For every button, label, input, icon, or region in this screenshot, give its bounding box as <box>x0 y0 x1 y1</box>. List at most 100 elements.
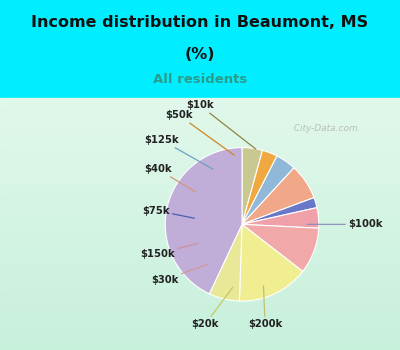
Bar <box>0 159 400 161</box>
Wedge shape <box>242 198 317 224</box>
Bar <box>0 226 400 229</box>
Bar <box>0 156 400 159</box>
Bar <box>0 194 400 196</box>
Bar <box>0 337 400 340</box>
Wedge shape <box>240 224 303 301</box>
Bar <box>0 229 400 232</box>
Wedge shape <box>242 156 294 224</box>
Bar <box>0 295 400 297</box>
Text: All residents: All residents <box>153 73 247 86</box>
Bar <box>0 133 400 136</box>
Bar <box>0 103 400 106</box>
Bar <box>0 315 400 317</box>
Bar <box>0 224 400 226</box>
Bar <box>0 289 400 292</box>
Bar <box>0 327 400 330</box>
Text: Income distribution in Beaumont, MS: Income distribution in Beaumont, MS <box>32 15 368 30</box>
Wedge shape <box>242 208 319 228</box>
Bar <box>0 310 400 312</box>
Bar <box>0 209 400 211</box>
Bar <box>0 178 400 181</box>
Bar <box>0 287 400 289</box>
Bar <box>0 163 400 166</box>
Wedge shape <box>242 150 277 224</box>
Bar <box>0 204 400 206</box>
Text: (%): (%) <box>185 47 215 62</box>
Bar <box>0 161 400 163</box>
Bar <box>0 340 400 342</box>
Bar <box>0 279 400 282</box>
Bar <box>0 244 400 247</box>
Bar <box>0 214 400 216</box>
Bar <box>0 186 400 189</box>
Text: $30k: $30k <box>152 264 208 285</box>
Bar <box>0 191 400 194</box>
Bar <box>0 201 400 204</box>
Text: $75k: $75k <box>142 205 194 218</box>
Bar <box>0 304 400 307</box>
Bar <box>0 239 400 241</box>
Text: $10k: $10k <box>186 100 256 149</box>
Bar <box>0 98 400 100</box>
Bar <box>0 113 400 116</box>
Bar <box>0 128 400 131</box>
Bar <box>0 249 400 252</box>
Bar <box>0 312 400 315</box>
Bar <box>0 330 400 332</box>
Bar <box>0 108 400 111</box>
Bar <box>0 144 400 146</box>
Bar <box>0 131 400 133</box>
Bar <box>0 216 400 219</box>
Bar <box>0 345 400 348</box>
Bar <box>0 123 400 126</box>
Bar <box>0 257 400 259</box>
Bar <box>0 196 400 199</box>
Bar <box>0 267 400 270</box>
Bar <box>0 138 400 141</box>
Bar <box>0 118 400 121</box>
Bar <box>0 307 400 310</box>
Bar <box>0 106 400 108</box>
Bar <box>0 126 400 128</box>
Bar <box>0 300 400 302</box>
Bar <box>0 153 400 156</box>
Bar <box>0 297 400 300</box>
Bar <box>0 116 400 118</box>
Bar <box>0 136 400 138</box>
Bar <box>0 285 400 287</box>
Bar <box>0 237 400 239</box>
Wedge shape <box>165 148 242 294</box>
Bar <box>0 262 400 264</box>
Bar <box>0 317 400 320</box>
Bar <box>0 274 400 277</box>
Bar <box>0 189 400 191</box>
Bar <box>0 232 400 234</box>
Bar <box>0 148 400 151</box>
Text: $125k: $125k <box>144 135 213 169</box>
Bar <box>0 146 400 148</box>
Bar <box>0 206 400 209</box>
Bar <box>0 270 400 272</box>
Bar <box>0 252 400 254</box>
Bar <box>0 302 400 304</box>
Text: $50k: $50k <box>165 110 234 155</box>
Text: $150k: $150k <box>140 244 198 259</box>
Bar <box>0 259 400 262</box>
Bar <box>0 166 400 169</box>
Bar <box>0 100 400 103</box>
Wedge shape <box>242 168 314 224</box>
Bar <box>0 176 400 178</box>
Bar <box>0 219 400 222</box>
Bar <box>0 184 400 186</box>
Bar <box>0 121 400 123</box>
Text: $100k: $100k <box>307 219 382 229</box>
Bar <box>0 111 400 113</box>
Bar <box>0 342 400 345</box>
Bar <box>0 264 400 267</box>
Bar <box>0 272 400 274</box>
Bar <box>0 254 400 257</box>
Bar <box>0 335 400 337</box>
Wedge shape <box>242 148 262 224</box>
Bar <box>0 322 400 325</box>
Bar <box>0 234 400 237</box>
